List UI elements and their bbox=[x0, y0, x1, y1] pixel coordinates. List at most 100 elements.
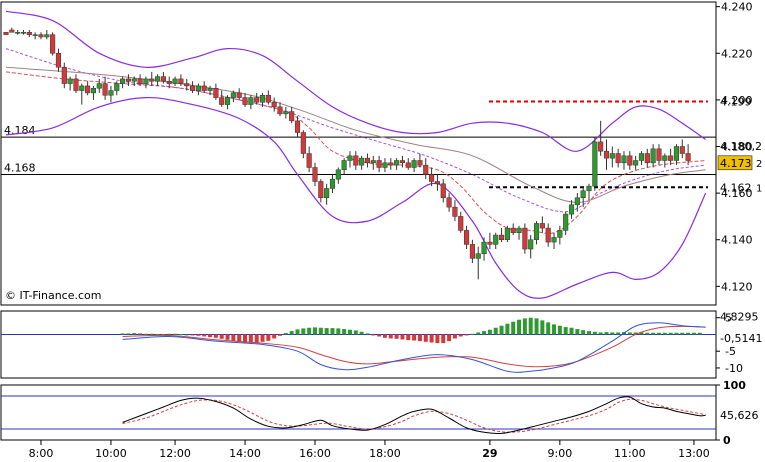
candle-body bbox=[312, 167, 318, 182]
macd-histogram-bar bbox=[487, 329, 492, 335]
candle-body bbox=[615, 153, 621, 164]
macd-histogram-bar bbox=[674, 332, 679, 335]
candle-body bbox=[353, 155, 359, 166]
macd-histogram-bar bbox=[394, 334, 399, 339]
candle-body bbox=[440, 183, 446, 199]
candle bbox=[108, 85, 114, 103]
candle bbox=[633, 155, 639, 170]
candle-body bbox=[364, 157, 371, 164]
candle-body bbox=[399, 160, 405, 164]
current-price-box bbox=[717, 155, 753, 171]
price-right-label: 4.180,2 bbox=[720, 140, 762, 153]
macd-histogram-bar bbox=[248, 334, 253, 343]
candle-body bbox=[329, 178, 336, 189]
macd-histogram-bar bbox=[138, 333, 143, 335]
candle-body bbox=[67, 78, 73, 84]
candle-body bbox=[446, 197, 452, 208]
macd-panel: 5 -5 -10 4,8295 -0,5141 bbox=[0, 310, 762, 379]
level-label-4.184: 4.184 bbox=[4, 124, 36, 137]
candle bbox=[499, 228, 505, 243]
price-tick-label: 4.140 bbox=[721, 234, 753, 247]
macd-right-labels: 4,8295 -0,5141 bbox=[720, 310, 762, 345]
candle-body bbox=[178, 78, 184, 84]
candle-body bbox=[108, 90, 114, 96]
candle bbox=[452, 200, 458, 222]
candle bbox=[598, 120, 604, 156]
price-right-label: 4.162 bbox=[720, 181, 752, 194]
candle bbox=[143, 76, 149, 89]
candle-body bbox=[149, 78, 155, 82]
candle-body bbox=[592, 141, 598, 187]
candle-body bbox=[26, 32, 32, 35]
macd-histogram-bar bbox=[587, 331, 591, 335]
level-label-4.168: 4.168 bbox=[4, 161, 36, 174]
candle-body bbox=[458, 216, 464, 231]
candle-body bbox=[265, 94, 271, 103]
macd-histogram-bar bbox=[458, 334, 463, 337]
candle-body bbox=[38, 34, 44, 38]
macd-histogram-bar bbox=[167, 333, 172, 335]
price-tick-label: 4.220 bbox=[721, 47, 753, 60]
candle-body bbox=[423, 164, 429, 175]
macd-tick-label: 5 bbox=[725, 312, 732, 325]
time-tick-label: 18:00 bbox=[369, 447, 401, 460]
candle-body bbox=[125, 78, 131, 82]
candle-body bbox=[528, 239, 534, 250]
candle bbox=[55, 48, 62, 72]
candle-body bbox=[155, 76, 161, 82]
candle bbox=[434, 174, 440, 191]
macd-histogram-bar bbox=[581, 330, 586, 335]
candle bbox=[137, 74, 143, 86]
candle-body bbox=[236, 92, 242, 98]
macd-histogram-bar bbox=[668, 332, 673, 335]
candle-body bbox=[213, 87, 219, 98]
time-tick-label: 13:00 bbox=[678, 447, 710, 460]
candle-body bbox=[73, 78, 79, 91]
stochastic-k-line bbox=[122, 396, 706, 435]
macd-histogram-bar bbox=[272, 334, 277, 339]
bollinger-upper-band bbox=[5, 10, 706, 152]
macd-histogram-bar bbox=[120, 333, 125, 335]
price-tick-label: 4.180 bbox=[721, 141, 753, 154]
macd-histogram-bar bbox=[184, 334, 189, 336]
candle-body bbox=[405, 162, 411, 168]
macd-histogram-bar bbox=[178, 334, 183, 336]
candle bbox=[324, 183, 330, 205]
candle bbox=[615, 148, 621, 168]
candle-body bbox=[114, 83, 120, 91]
macd-right-label: -0,5141 bbox=[720, 332, 762, 345]
macd-histogram-bar bbox=[324, 328, 329, 335]
candle bbox=[522, 223, 528, 254]
price-panel: 4.240 4.220 4.200 4.180 4.160 4.140 4.120 4.18… bbox=[0, 1, 764, 306]
price-right-suffix-bg bbox=[755, 181, 764, 194]
candle bbox=[61, 62, 67, 89]
candle bbox=[423, 158, 429, 180]
candle bbox=[277, 102, 283, 117]
candle-body bbox=[271, 101, 277, 108]
candle-body bbox=[55, 53, 62, 68]
candle bbox=[609, 146, 615, 168]
candle bbox=[627, 151, 633, 170]
candle-body bbox=[184, 83, 190, 87]
candle bbox=[125, 74, 131, 86]
candle-body bbox=[85, 85, 91, 94]
candle-body bbox=[32, 34, 38, 36]
candle bbox=[382, 158, 388, 173]
candle bbox=[26, 29, 32, 37]
candle bbox=[417, 153, 423, 168]
candle-body bbox=[522, 227, 528, 250]
candle bbox=[353, 151, 359, 170]
macd-histogram-bar bbox=[243, 334, 248, 343]
candle bbox=[464, 225, 470, 250]
candle bbox=[650, 144, 656, 168]
candle-body bbox=[102, 83, 108, 96]
candle-body bbox=[638, 153, 645, 161]
candle bbox=[300, 130, 306, 159]
macd-histogram-bar bbox=[301, 328, 306, 335]
candle-body bbox=[61, 67, 67, 84]
macd-axis: 5 -5 -10 bbox=[1, 312, 743, 375]
macd-histogram-bar bbox=[429, 334, 434, 343]
candle-body bbox=[166, 80, 172, 84]
candle-body bbox=[3, 32, 9, 35]
candle bbox=[312, 162, 318, 187]
